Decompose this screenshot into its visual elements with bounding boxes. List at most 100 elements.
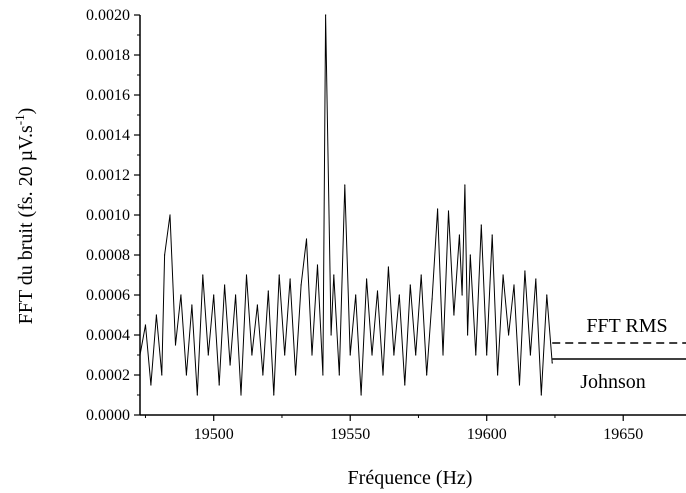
y-tick-label: 0.0014 [86,127,130,144]
noise-point [325,14,327,16]
noise-point [502,274,504,276]
noise-point [535,278,537,280]
noise-point [415,354,417,356]
y-tick-label: 0.0006 [86,287,130,304]
noise-point [284,354,286,356]
y-tick-label: 0.0002 [86,367,130,384]
johnson-label: Johnson [580,371,646,393]
noise-point [267,290,269,292]
noise-point [497,374,499,376]
y-axis-title: FFT du bruit (fs. 20 µV.s-1) [12,108,37,325]
noise-point [245,274,248,276]
noise-point [295,374,297,376]
y-tick-label: 0.0010 [86,207,130,224]
noise-point [453,314,455,316]
series-layer [139,14,553,396]
noise-point [224,284,226,286]
x-tick-label: 19600 [467,426,507,443]
noise-point [360,394,362,396]
y-tick-label: 0.0004 [86,327,130,344]
x-tick-label: 19550 [330,426,370,443]
y-axis-title-sup: -1 [12,114,27,125]
noise-point [467,334,469,336]
noise-point [139,354,141,356]
noise-point [447,210,450,212]
noise-point [491,234,493,236]
noise-point [365,278,368,280]
noise-point [387,266,390,268]
noise-point [202,274,204,276]
noise-point [442,354,444,356]
noise-point [349,354,351,356]
noise-point [322,374,324,376]
y-tick-label: 0.0000 [86,407,130,424]
noise-point [461,294,463,296]
noise-point [174,344,177,346]
noise-point [344,184,346,186]
noise-point [376,290,379,292]
y-tick-label: 0.0016 [86,87,130,104]
noise-point [551,362,553,364]
noise-point [256,304,258,306]
noise-point [213,294,215,296]
noise-point [300,284,302,286]
noise-point [546,294,548,296]
noise-point [234,294,237,296]
noise-point [144,324,147,326]
noise-point [404,384,406,386]
noise-point [529,354,531,356]
noise-point [540,394,542,396]
noise-point [524,270,526,272]
noise-point [289,278,291,280]
noise-point [150,384,152,386]
noise-series-line [139,14,553,396]
noise-point [398,294,400,296]
noise-point [330,334,332,336]
noise-point [333,274,335,276]
noise-point [518,384,521,386]
y-tick-label: 0.0012 [86,167,130,184]
noise-point [513,284,515,286]
fft-rms-label: FFT RMS [586,315,667,337]
noise-point [229,364,231,366]
y-tick-label: 0.0008 [86,247,130,264]
noise-point [338,374,340,376]
y-tick-label: 0.0020 [86,7,130,24]
noise-point [218,384,220,386]
noise-point [475,354,477,356]
noise-point [486,354,488,356]
noise-point [480,224,482,226]
noise-point [161,374,163,376]
noise-point [262,374,264,376]
noise-point [155,314,157,316]
noise-point [355,294,357,296]
noise-point [207,354,209,356]
y-axis-title-close: ) [15,108,37,115]
noise-point [169,214,171,216]
x-tick-label: 19650 [603,426,643,443]
noise-point [163,254,166,256]
reference-lines [552,342,686,360]
noise-point [316,264,319,266]
noise-point [196,394,198,396]
noise-point [507,334,510,336]
plot-area [139,15,686,416]
noise-point [240,394,242,396]
noise-point [278,274,280,276]
x-tick-label: 19500 [194,426,234,443]
noise-point [273,394,275,396]
noise-point [409,284,411,286]
noise-point [393,354,395,356]
axis-ticks: 0.0000 0.0002 0.0004 0.0006 0.0008 0.0010 0.00… [86,7,643,443]
noise-point [191,304,193,306]
x-axis-title: Fréquence (Hz) [348,467,473,489]
noise-point [464,184,466,186]
noise-point [426,374,428,376]
noise-point [311,354,313,356]
y-tick-label: 0.0018 [86,47,130,64]
noise-point [382,374,384,376]
noise-point [371,354,373,356]
noise-point [185,374,188,376]
noise-point [431,298,433,300]
